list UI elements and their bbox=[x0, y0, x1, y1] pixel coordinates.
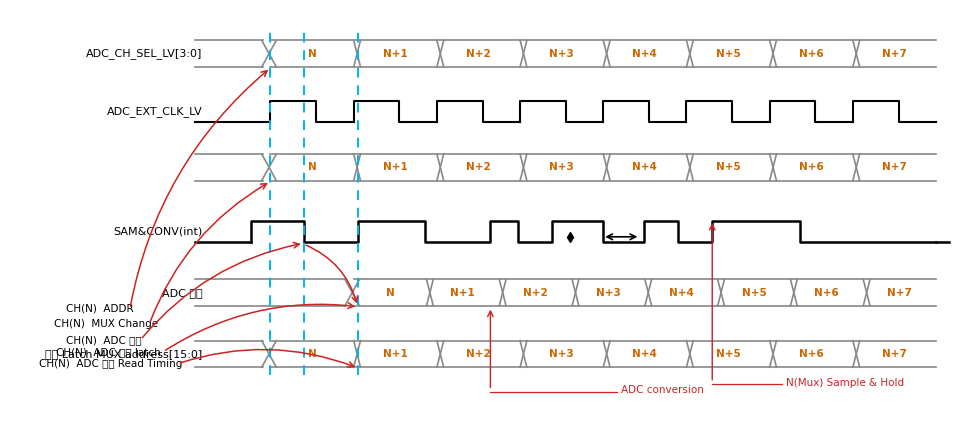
Text: N+7: N+7 bbox=[887, 287, 912, 298]
Text: N+5: N+5 bbox=[741, 287, 767, 298]
Text: N+5: N+5 bbox=[716, 162, 740, 172]
Text: N+4: N+4 bbox=[632, 162, 658, 172]
Text: N+1: N+1 bbox=[383, 349, 408, 359]
Text: N+3: N+3 bbox=[550, 162, 574, 172]
Text: N: N bbox=[307, 48, 316, 59]
Text: N+6: N+6 bbox=[814, 287, 839, 298]
Text: N+4: N+4 bbox=[632, 349, 658, 359]
Text: N: N bbox=[307, 349, 316, 359]
Text: N+3: N+3 bbox=[550, 349, 574, 359]
Text: N+4: N+4 bbox=[632, 48, 658, 59]
Text: N+1: N+1 bbox=[383, 162, 408, 172]
Text: ADC_EXT_CLK_LV: ADC_EXT_CLK_LV bbox=[107, 106, 202, 117]
Text: CH(N)  ADDR: CH(N) ADDR bbox=[66, 304, 134, 314]
Text: ADC 결과: ADC 결과 bbox=[162, 287, 202, 298]
Text: CH(N)  ADC 결과 Read Timing: CH(N) ADC 결과 Read Timing bbox=[39, 359, 182, 369]
Text: N+7: N+7 bbox=[882, 162, 907, 172]
Text: CH(N)  ADC 변환: CH(N) ADC 변환 bbox=[66, 335, 142, 345]
Text: N+4: N+4 bbox=[668, 287, 694, 298]
Text: N: N bbox=[307, 162, 316, 172]
Text: N+1: N+1 bbox=[383, 48, 408, 59]
Text: N+2: N+2 bbox=[466, 48, 490, 59]
Text: 최종 Latch MUX address[15:0]: 최종 Latch MUX address[15:0] bbox=[45, 349, 202, 359]
Text: N+5: N+5 bbox=[716, 349, 740, 359]
Text: N(Mux) Sample & Hold: N(Mux) Sample & Hold bbox=[786, 378, 904, 388]
Text: N+2: N+2 bbox=[523, 287, 548, 298]
Text: N+2: N+2 bbox=[466, 349, 490, 359]
Text: SAM&CONV(int): SAM&CONV(int) bbox=[113, 227, 202, 237]
Text: N+7: N+7 bbox=[882, 48, 907, 59]
Text: N: N bbox=[385, 287, 394, 298]
Text: ADC_CH_SEL_LV[3:0]: ADC_CH_SEL_LV[3:0] bbox=[86, 48, 202, 59]
Text: CH(N)  MUX Change: CH(N) MUX Change bbox=[54, 319, 158, 329]
Text: N+3: N+3 bbox=[596, 287, 621, 298]
Text: N+3: N+3 bbox=[550, 48, 574, 59]
Text: N+5: N+5 bbox=[716, 48, 740, 59]
Text: N+6: N+6 bbox=[799, 48, 823, 59]
Text: N+6: N+6 bbox=[799, 162, 823, 172]
Text: ADC conversion: ADC conversion bbox=[621, 385, 703, 396]
Text: CH(N)  ADC 결과 latch: CH(N) ADC 결과 latch bbox=[56, 347, 162, 357]
Text: N+2: N+2 bbox=[466, 162, 490, 172]
Text: N+1: N+1 bbox=[450, 287, 475, 298]
Text: N+7: N+7 bbox=[882, 349, 907, 359]
Text: N+6: N+6 bbox=[799, 349, 823, 359]
